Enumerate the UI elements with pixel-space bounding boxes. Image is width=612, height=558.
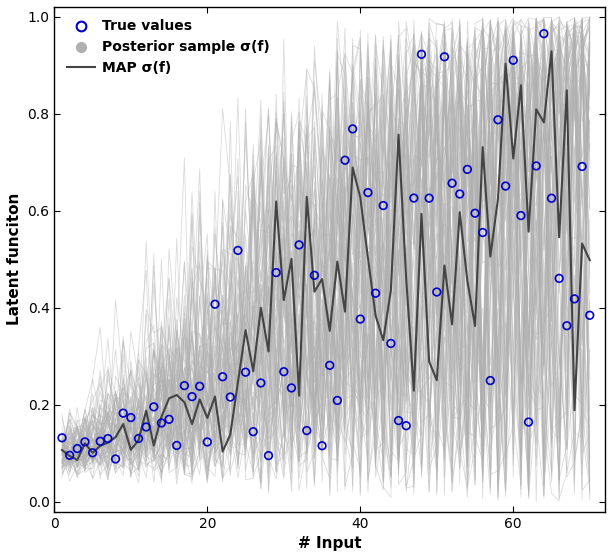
Point	[325, 361, 335, 370]
Point	[187, 392, 197, 401]
Point	[470, 209, 480, 218]
Point	[141, 422, 151, 431]
Point	[371, 288, 381, 297]
Point	[241, 368, 250, 377]
Point	[516, 211, 526, 220]
Point	[493, 116, 503, 124]
Point	[179, 381, 189, 390]
Point	[233, 246, 243, 255]
Point	[157, 418, 166, 427]
Point	[501, 181, 510, 190]
Point	[225, 393, 235, 402]
Point	[340, 156, 350, 165]
Point	[386, 339, 396, 348]
Point	[394, 416, 403, 425]
Point	[409, 194, 419, 203]
X-axis label: # Input: # Input	[298, 536, 362, 551]
Point	[172, 441, 182, 450]
Point	[401, 421, 411, 430]
Point	[432, 287, 442, 296]
Point	[348, 124, 357, 133]
Point	[363, 188, 373, 197]
Point	[149, 402, 159, 411]
Point	[547, 194, 556, 203]
Point	[463, 165, 472, 174]
Point	[447, 179, 457, 187]
Point	[531, 161, 541, 170]
Point	[554, 274, 564, 283]
Point	[118, 408, 128, 417]
Point	[80, 437, 90, 446]
Point	[88, 448, 97, 457]
Point	[585, 311, 595, 320]
Point	[570, 295, 580, 304]
Point	[455, 190, 465, 199]
Point	[279, 367, 289, 376]
Y-axis label: Latent funciton: Latent funciton	[7, 193, 22, 325]
Point	[378, 201, 388, 210]
Point	[562, 321, 572, 330]
Point	[485, 376, 495, 385]
Point	[478, 228, 488, 237]
Point	[509, 56, 518, 65]
Point	[264, 451, 274, 460]
Point	[577, 162, 587, 171]
Point	[271, 268, 281, 277]
Point	[203, 437, 212, 446]
Point	[356, 315, 365, 324]
Point	[210, 300, 220, 309]
Point	[95, 437, 105, 446]
Point	[294, 240, 304, 249]
Point	[248, 427, 258, 436]
Point	[111, 455, 121, 464]
Legend: True values, Posterior sample σ(f), MAP σ(f): True values, Posterior sample σ(f), MAP …	[61, 14, 275, 81]
Point	[539, 29, 549, 38]
Point	[218, 372, 228, 381]
Point	[286, 383, 296, 392]
Point	[133, 434, 143, 443]
Point	[424, 194, 434, 203]
Point	[57, 434, 67, 442]
Point	[317, 441, 327, 450]
Point	[417, 50, 427, 59]
Point	[256, 378, 266, 387]
Point	[126, 413, 136, 422]
Point	[72, 444, 82, 453]
Point	[310, 271, 319, 280]
Point	[65, 451, 75, 460]
Point	[302, 426, 312, 435]
Point	[439, 52, 449, 61]
Point	[195, 382, 204, 391]
Point	[103, 434, 113, 443]
Point	[332, 396, 342, 405]
Point	[164, 415, 174, 424]
Point	[524, 417, 534, 426]
